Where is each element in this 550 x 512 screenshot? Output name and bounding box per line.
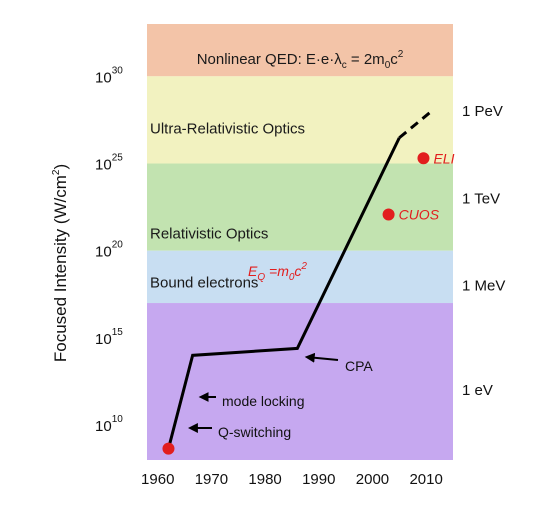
y-axis-label: Focused Intensity (W/cm2)	[51, 164, 70, 362]
band-0	[147, 24, 453, 77]
band-label-qed: Nonlinear QED: E·e·λc = 2m0c2	[197, 49, 404, 71]
marker-label-1: CUOS	[399, 206, 440, 222]
marker-2	[417, 152, 430, 165]
band-labels: Nonlinear QED: E·e·λc = 2m0c2 Ultra-Relat…	[150, 49, 404, 292]
energy-label-3: 1 eV	[462, 382, 493, 399]
eq-label: EQ =m0c2	[248, 261, 307, 283]
band-label-1: Ultra-Relativistic Optics	[150, 121, 305, 138]
y-tick-3: 1025	[95, 153, 123, 174]
annotation-2: CPA	[345, 358, 373, 374]
y-tick-labels: 1010 1015 1020 1025 1030	[95, 65, 123, 435]
x-tick-4: 2000	[356, 471, 389, 488]
marker-0	[162, 442, 175, 455]
arrow-2	[304, 352, 339, 363]
intensity-line	[167, 137, 401, 449]
intensity-line-projection	[398, 110, 433, 139]
band-1	[147, 76, 453, 164]
band-4	[147, 303, 453, 460]
markers: CUOS ELI	[162, 150, 455, 455]
x-tick-0: 1960	[141, 471, 174, 488]
x-tick-labels: 1960 1970 1980 1990 2000 2010	[141, 471, 443, 488]
y-tick-4: 1030	[95, 65, 123, 86]
annotation-1: Q-switching	[218, 424, 291, 440]
band-label-2: Relativistic Optics	[150, 225, 268, 242]
x-tick-1: 1970	[195, 471, 228, 488]
y-tick-0: 1010	[95, 414, 123, 435]
energy-label-0: 1 PeV	[462, 103, 503, 120]
y-tick-2: 1020	[95, 240, 123, 261]
band-3	[147, 250, 453, 304]
marker-1	[382, 208, 395, 221]
energy-label-1: 1 TeV	[462, 190, 500, 207]
band-2	[147, 163, 453, 251]
annotation-0: mode locking	[222, 393, 305, 409]
series-lines	[167, 110, 433, 449]
x-tick-2: 1980	[248, 471, 281, 488]
x-tick-5: 2010	[409, 471, 442, 488]
annotations: mode locking Q-switching CPA EQ =m0c2	[187, 261, 373, 440]
energy-label-2: 1 MeV	[462, 278, 505, 295]
y-tick-1: 1015	[95, 327, 123, 348]
x-tick-3: 1990	[302, 471, 335, 488]
band-label-3: Bound electrons	[150, 275, 258, 292]
intensity-bands	[147, 24, 453, 460]
marker-label-2: ELI	[433, 150, 454, 166]
energy-labels: 1 PeV 1 TeV 1 MeV 1 eV	[462, 103, 505, 399]
